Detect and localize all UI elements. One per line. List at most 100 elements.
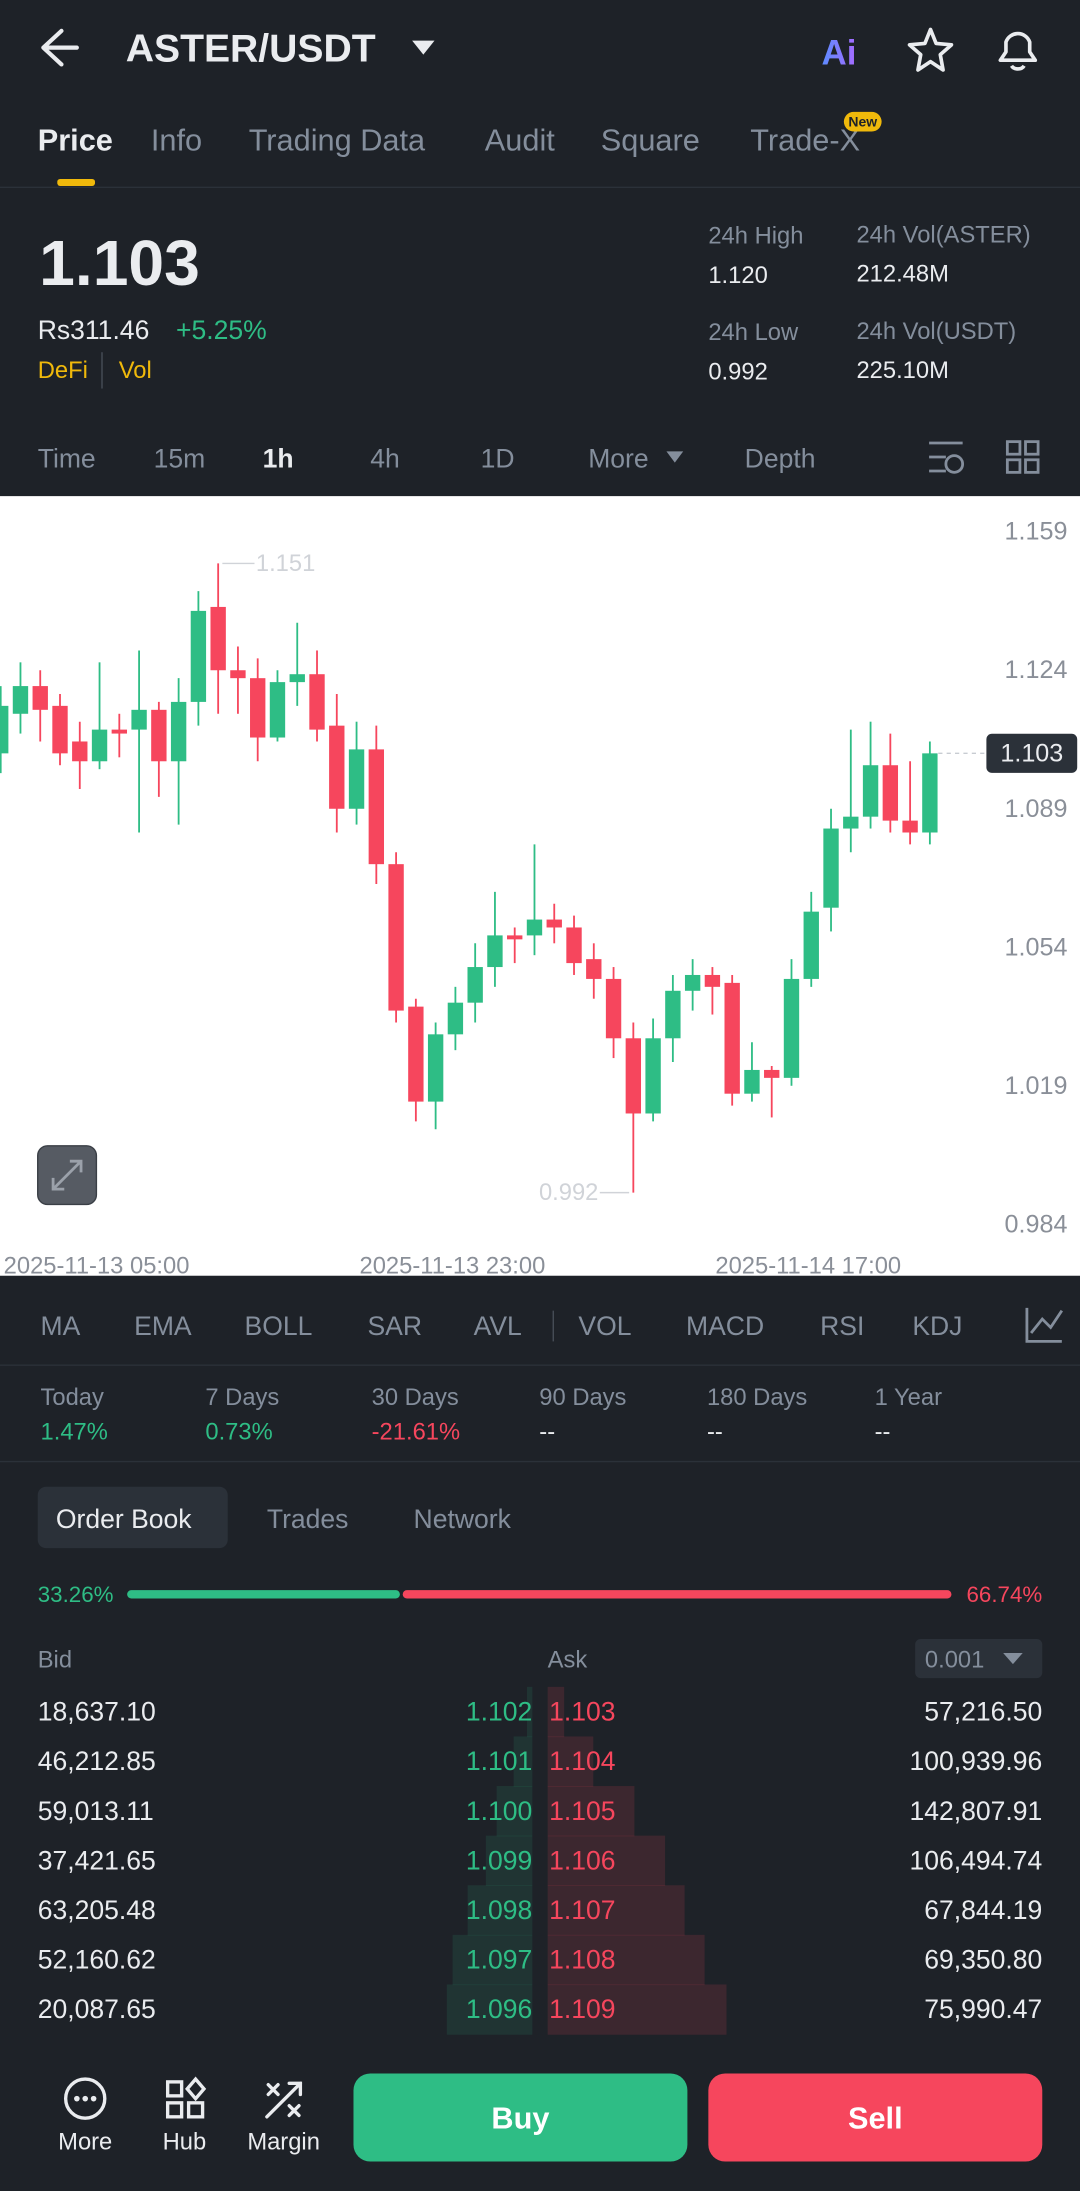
tab-indicator <box>57 178 96 186</box>
step: 0.001 <box>925 1646 984 1673</box>
candle-body <box>586 959 602 979</box>
book-tab[interactable]: Trades <box>267 1504 349 1534</box>
nav-label[interactable]: Hub <box>163 2128 207 2155</box>
y-tick-label: 1.089 <box>1005 795 1068 823</box>
bid-qty: 59,013.11 <box>38 1796 154 1826</box>
candle-body <box>111 729 128 734</box>
bid-depth <box>452 1934 533 1986</box>
candle-body <box>507 935 523 940</box>
candle-body <box>724 982 740 1094</box>
candle-body <box>72 741 88 762</box>
candle-body <box>625 1038 642 1114</box>
new-badge <box>843 111 882 132</box>
nav-more-dots <box>74 2095 97 2102</box>
high-label: 1.151 <box>256 550 315 577</box>
x-tick-label: 2025-11-13 05:00 <box>4 1252 190 1279</box>
tab[interactable]: Trade-X <box>750 122 860 157</box>
period-value: -- <box>539 1419 555 1446</box>
indicator[interactable]: RSI <box>820 1311 864 1341</box>
tab[interactable]: Info <box>151 122 202 157</box>
candle-body <box>566 927 582 964</box>
interval[interactable]: More <box>588 443 648 473</box>
interval[interactable]: Depth <box>745 443 816 473</box>
tag: DeFi <box>38 357 88 384</box>
interval[interactable]: 1h <box>263 443 294 473</box>
nav-hub-icon <box>165 2076 207 2119</box>
interval[interactable]: 1D <box>481 443 515 473</box>
candle-body <box>783 978 800 1078</box>
period-value: 1.47% <box>41 1419 108 1446</box>
candle-body <box>823 828 839 908</box>
stat-value: 212.48M <box>856 260 948 287</box>
stat-label: 24h High <box>708 223 803 250</box>
book-tab[interactable]: Order Book <box>56 1504 192 1534</box>
alert-bell[interactable] <box>998 31 1038 71</box>
ask-depth <box>547 1885 685 1936</box>
indicator[interactable]: AVL <box>474 1311 522 1341</box>
candle-body <box>12 686 29 714</box>
indicator[interactable]: MA <box>41 1311 81 1341</box>
tab[interactable]: Price <box>38 122 113 157</box>
ask-ratio-bar <box>402 1590 952 1599</box>
chart-area <box>0 496 1080 1276</box>
tab[interactable]: Trading Data <box>249 122 426 157</box>
indicator-settings[interactable] <box>1025 1307 1063 1343</box>
favorite-star[interactable] <box>907 27 954 72</box>
ask-price: 1.108 <box>549 1945 615 1975</box>
nav-label[interactable]: Margin <box>247 2128 320 2155</box>
indicator[interactable]: SAR <box>367 1311 422 1341</box>
bid-qty: 52,160.62 <box>38 1945 156 1975</box>
period-label: 90 Days <box>539 1384 626 1411</box>
buy-button[interactable] <box>353 2073 688 2162</box>
period-label: 7 Days <box>205 1384 279 1411</box>
stat-label: 24h Vol(ASTER) <box>856 221 1030 248</box>
interval[interactable]: Time <box>38 443 96 473</box>
candles <box>0 563 938 1193</box>
fiat-price: Rs311.46 <box>38 315 150 345</box>
stat-label: 24h Low <box>708 319 799 346</box>
candle-body <box>704 974 721 987</box>
indicator[interactable]: EMA <box>134 1311 192 1341</box>
price-change: +5.25% <box>176 315 267 345</box>
bid-header: Bid <box>38 1646 72 1673</box>
indicator[interactable]: MACD <box>686 1311 764 1341</box>
candle-body <box>170 701 187 762</box>
indicator[interactable]: VOL <box>578 1311 631 1341</box>
candle-body <box>427 1034 444 1102</box>
y-tick-label: 1.019 <box>1005 1072 1068 1100</box>
step-dropdown[interactable] <box>915 1638 1043 1679</box>
bid-price: 1.100 <box>466 1796 532 1826</box>
bid-price: 1.101 <box>466 1746 532 1776</box>
candle-body <box>52 705 68 754</box>
step-caret <box>1003 1652 1023 1665</box>
period-label: 30 Days <box>372 1384 459 1411</box>
ask-depth <box>547 1835 666 1886</box>
interval[interactable]: 4h <box>370 443 400 473</box>
buy-label: Buy <box>491 2101 549 2136</box>
ask-depth <box>547 1786 635 1837</box>
interval[interactable]: 15m <box>154 443 206 473</box>
y-tick-label: 1.159 <box>1005 518 1068 546</box>
nav-label[interactable]: More <box>58 2128 112 2155</box>
ai-button[interactable]: Ai <box>822 34 857 73</box>
sell-button[interactable] <box>708 2073 1043 2162</box>
pair-dropdown[interactable] <box>412 40 435 55</box>
period-value: -21.61% <box>372 1419 460 1446</box>
ask-price: 1.107 <box>549 1895 615 1925</box>
candle-body <box>230 670 246 679</box>
indicator[interactable]: BOLL <box>245 1311 313 1341</box>
indicator[interactable]: KDJ <box>912 1311 962 1341</box>
candle-body <box>210 606 226 671</box>
period-value: -- <box>707 1419 723 1446</box>
ask-price: 1.109 <box>549 1994 615 2024</box>
book-tab[interactable]: Network <box>414 1504 512 1534</box>
candle-body <box>744 1069 760 1094</box>
ask-depth <box>547 1984 727 2035</box>
tab[interactable]: Audit <box>485 122 555 157</box>
back-button[interactable] <box>41 28 79 67</box>
chart-settings-icon[interactable] <box>929 441 965 474</box>
candle-body <box>467 967 483 1003</box>
tab[interactable]: Square <box>601 122 700 157</box>
layout-icon[interactable] <box>1005 440 1040 474</box>
